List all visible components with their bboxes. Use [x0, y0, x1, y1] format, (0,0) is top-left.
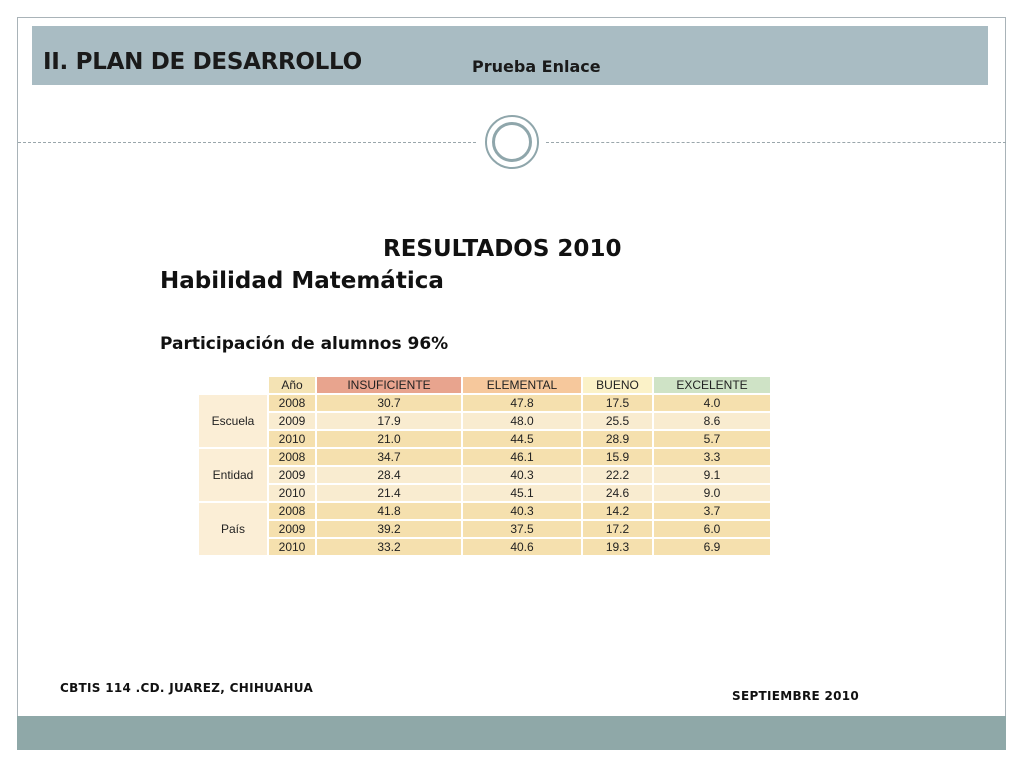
results-table: Año INSUFICIENTE ELEMENTAL BUENO EXCELEN…: [197, 375, 772, 557]
cell-bueno: 19.3: [583, 539, 652, 555]
cell-year: 2009: [269, 521, 315, 537]
bottom-bar: [17, 716, 1006, 750]
subject-heading: Habilidad Matemática: [160, 268, 444, 294]
table-row: 2010 21.0 44.5 28.9 5.7: [199, 431, 770, 447]
group-label-pais: País: [199, 503, 267, 555]
cell-elemental: 40.3: [463, 503, 581, 519]
cell-excelente: 3.7: [654, 503, 770, 519]
header-insuficiente: INSUFICIENTE: [317, 377, 461, 393]
cell-insuficiente: 33.2: [317, 539, 461, 555]
cell-excelente: 6.0: [654, 521, 770, 537]
header-excelente: EXCELENTE: [654, 377, 770, 393]
cell-elemental: 45.1: [463, 485, 581, 501]
cell-bueno: 14.2: [583, 503, 652, 519]
cell-year: 2010: [269, 431, 315, 447]
cell-excelente: 8.6: [654, 413, 770, 429]
cell-excelente: 3.3: [654, 449, 770, 465]
cell-excelente: 5.7: [654, 431, 770, 447]
table-row: Escuela 2008 30.7 47.8 17.5 4.0: [199, 395, 770, 447]
cell-elemental: 48.0: [463, 413, 581, 429]
divider-right: [546, 142, 1006, 143]
cell-bueno: 24.6: [583, 485, 652, 501]
cell-excelente: 9.0: [654, 485, 770, 501]
cell-bueno: 22.2: [583, 467, 652, 483]
cell-bueno: 15.9: [583, 449, 652, 465]
table-row: 2010 21.4 45.1 24.6 9.0: [199, 485, 770, 501]
cell-elemental: 44.5: [463, 431, 581, 447]
cell-year: 2009: [269, 413, 315, 429]
group-label-escuela: Escuela: [199, 395, 267, 447]
page-subtitle: Prueba Enlace: [472, 57, 601, 76]
cell-bueno: 17.5: [583, 395, 652, 411]
cell-elemental: 46.1: [463, 449, 581, 465]
cell-insuficiente: 39.2: [317, 521, 461, 537]
participation-text: Participación de alumnos 96%: [160, 334, 449, 354]
cell-insuficiente: 30.7: [317, 395, 461, 411]
table-row: 2009 39.2 37.5 17.2 6.0: [199, 521, 770, 537]
circle-ornament-icon: [485, 115, 539, 169]
circle-ornament-inner: [492, 122, 532, 162]
cell-bueno: 28.9: [583, 431, 652, 447]
cell-bueno: 17.2: [583, 521, 652, 537]
header-bueno: BUENO: [583, 377, 652, 393]
header-year: Año: [269, 377, 315, 393]
cell-elemental: 47.8: [463, 395, 581, 411]
cell-insuficiente: 21.4: [317, 485, 461, 501]
header-elemental: ELEMENTAL: [463, 377, 581, 393]
cell-year: 2010: [269, 485, 315, 501]
results-title: RESULTADOS 2010: [383, 236, 622, 262]
cell-bueno: 25.5: [583, 413, 652, 429]
footer-date: SEPTIEMBRE 2010: [732, 689, 860, 703]
header-empty-cell: [199, 377, 267, 393]
page-title: II. PLAN DE DESARROLLO: [43, 49, 362, 75]
cell-elemental: 40.6: [463, 539, 581, 555]
table-row: 2010 33.2 40.6 19.3 6.9: [199, 539, 770, 555]
cell-year: 2008: [269, 503, 315, 519]
cell-year: 2010: [269, 539, 315, 555]
cell-excelente: 4.0: [654, 395, 770, 411]
cell-excelente: 6.9: [654, 539, 770, 555]
cell-insuficiente: 34.7: [317, 449, 461, 465]
table-row: 2009 28.4 40.3 22.2 9.1: [199, 467, 770, 483]
cell-excelente: 9.1: [654, 467, 770, 483]
table-header-row: Año INSUFICIENTE ELEMENTAL BUENO EXCELEN…: [199, 377, 770, 393]
group-label-entidad: Entidad: [199, 449, 267, 501]
cell-elemental: 40.3: [463, 467, 581, 483]
cell-insuficiente: 17.9: [317, 413, 461, 429]
cell-insuficiente: 28.4: [317, 467, 461, 483]
cell-insuficiente: 41.8: [317, 503, 461, 519]
table-row: Entidad 2008 34.7 46.1 15.9 3.3: [199, 449, 770, 501]
title-bar: [32, 26, 988, 85]
table-row: 2009 17.9 48.0 25.5 8.6: [199, 413, 770, 429]
cell-elemental: 37.5: [463, 521, 581, 537]
cell-year: 2008: [269, 395, 315, 411]
table-row: País 2008 41.8 40.3 14.2 3.7: [199, 503, 770, 555]
divider-left: [18, 142, 476, 143]
footer-school: CBTIS 114 .CD. JUAREZ, CHIHUAHUA: [60, 681, 314, 695]
cell-insuficiente: 21.0: [317, 431, 461, 447]
cell-year: 2009: [269, 467, 315, 483]
cell-year: 2008: [269, 449, 315, 465]
